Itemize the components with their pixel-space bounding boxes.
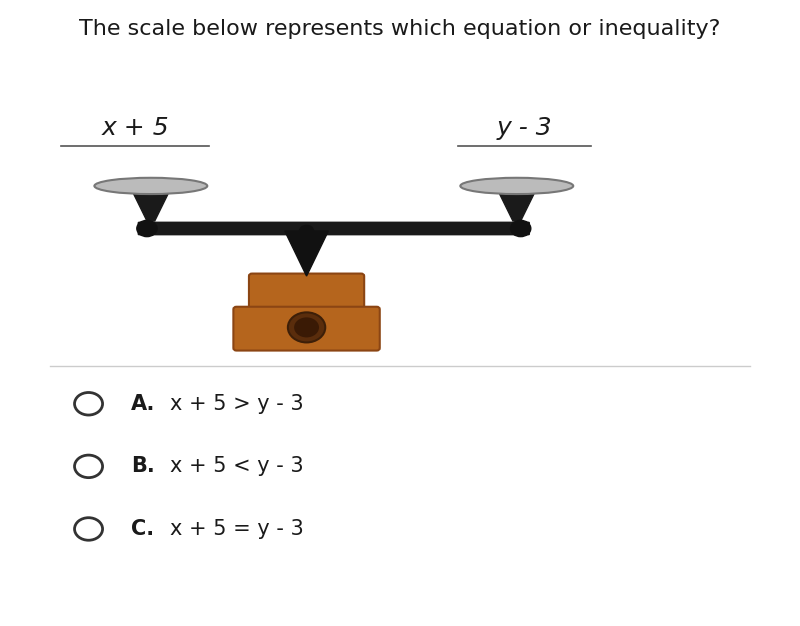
- Polygon shape: [500, 194, 534, 221]
- Ellipse shape: [460, 178, 574, 194]
- Circle shape: [299, 225, 314, 237]
- Text: x + 5 > y - 3: x + 5 > y - 3: [170, 394, 304, 414]
- FancyBboxPatch shape: [234, 307, 380, 351]
- Text: B.: B.: [131, 456, 155, 476]
- Text: The scale below represents which equation or inequality?: The scale below represents which equatio…: [79, 19, 721, 39]
- Text: y - 3: y - 3: [497, 116, 552, 140]
- Circle shape: [137, 220, 157, 237]
- Polygon shape: [134, 194, 168, 221]
- FancyBboxPatch shape: [249, 274, 364, 315]
- FancyBboxPatch shape: [138, 222, 530, 235]
- Circle shape: [294, 317, 319, 337]
- Text: x + 5: x + 5: [102, 116, 169, 140]
- Polygon shape: [285, 231, 328, 276]
- Circle shape: [510, 220, 531, 237]
- Text: A.: A.: [131, 394, 156, 414]
- Ellipse shape: [94, 178, 207, 194]
- Text: x + 5 = y - 3: x + 5 = y - 3: [170, 519, 304, 539]
- Circle shape: [288, 312, 326, 342]
- Text: C.: C.: [131, 519, 154, 539]
- Text: x + 5 < y - 3: x + 5 < y - 3: [170, 456, 304, 476]
